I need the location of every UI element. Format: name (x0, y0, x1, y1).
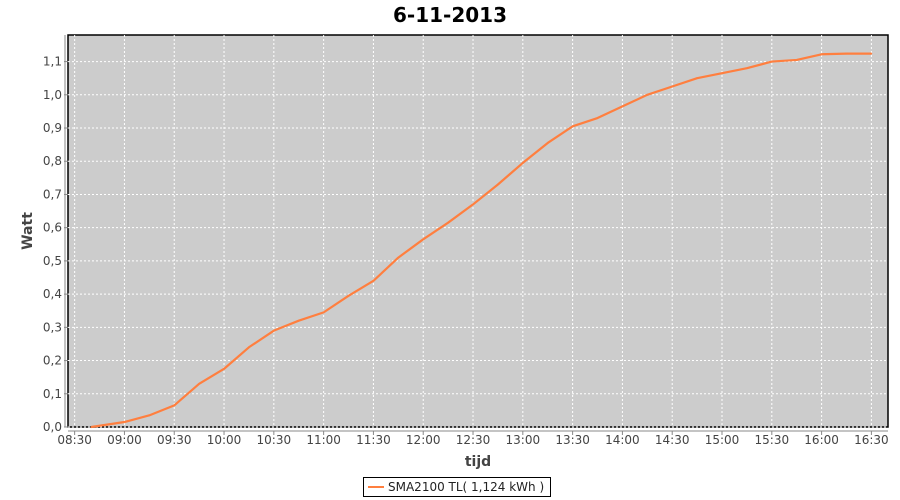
x-tick-label: 14:30 (655, 433, 690, 447)
data-point (696, 77, 698, 79)
data-point (546, 142, 549, 144)
data-point (646, 93, 649, 96)
data-point (273, 329, 275, 332)
x-tick-label: 16:00 (804, 433, 839, 447)
x-tick-label: 13:30 (555, 433, 590, 447)
y-tick-label: 0,2 (43, 354, 62, 368)
data-point (771, 60, 773, 63)
x-tick-label: 13:00 (506, 433, 541, 447)
y-tick-label: 0,6 (43, 221, 62, 235)
data-point (123, 421, 126, 423)
data-point (447, 221, 449, 224)
data-point (820, 53, 823, 56)
data-point (522, 162, 524, 164)
y-axis-label: Watt (20, 212, 36, 250)
legend-label: SMA2100 TL( 1,124 kWh ) (388, 480, 545, 494)
data-point (372, 280, 375, 282)
y-tick-label: 0,1 (43, 387, 62, 401)
chart-title: 6-11-2013 (392, 3, 507, 27)
x-tick-label: 12:00 (406, 433, 441, 447)
data-point (596, 117, 599, 119)
data-point (497, 183, 499, 186)
y-tick-label: 0,8 (43, 154, 62, 168)
legend-swatch (368, 486, 384, 488)
y-tick-label: 0,0 (43, 420, 62, 434)
x-tick-label: 10:00 (207, 433, 242, 447)
x-axis-label: tijd (465, 454, 491, 470)
data-point (173, 404, 176, 407)
data-point (746, 67, 748, 70)
data-point (148, 414, 151, 417)
y-tick-label: 0,7 (43, 187, 62, 201)
data-point (397, 256, 400, 259)
data-point (721, 72, 723, 75)
y-tick-label: 0,9 (43, 121, 62, 135)
data-point (322, 311, 325, 314)
y-tick-label: 1,1 (43, 55, 62, 69)
series-line (91, 52, 872, 429)
plot-area (67, 34, 889, 428)
x-tick-label: 09:00 (107, 433, 142, 447)
x-tick-label: 16:30 (854, 433, 889, 447)
x-tick-label: 10:30 (257, 433, 292, 447)
data-point (297, 319, 300, 322)
data-point (198, 383, 200, 385)
data-point (671, 85, 674, 88)
data-point (223, 368, 225, 370)
data-point (248, 346, 250, 349)
x-tick-label: 11:00 (306, 433, 341, 447)
data-point (347, 294, 350, 297)
x-tick-label: 15:30 (755, 433, 790, 447)
x-tick-label: 11:30 (356, 433, 391, 447)
y-tick-label: 0,4 (43, 287, 62, 301)
y-tick-label: 0,5 (43, 254, 62, 268)
y-tick-label: 0,3 (43, 320, 62, 334)
data-point (472, 203, 474, 206)
data-point (90, 426, 93, 428)
x-tick-label: 15:00 (705, 433, 740, 447)
x-tick-label: 14:00 (605, 433, 640, 447)
legend: SMA2100 TL( 1,124 kWh ) (363, 477, 552, 497)
data-point (845, 52, 848, 55)
data-point (870, 52, 873, 55)
y-tick-label: 1,0 (43, 88, 62, 102)
data-point (795, 59, 798, 61)
data-point (621, 105, 624, 108)
data-point (422, 238, 425, 241)
data-point (571, 125, 574, 128)
x-tick-label: 12:30 (456, 433, 491, 447)
x-tick-label: 09:30 (157, 433, 192, 447)
x-tick-label: 08:30 (57, 433, 92, 447)
